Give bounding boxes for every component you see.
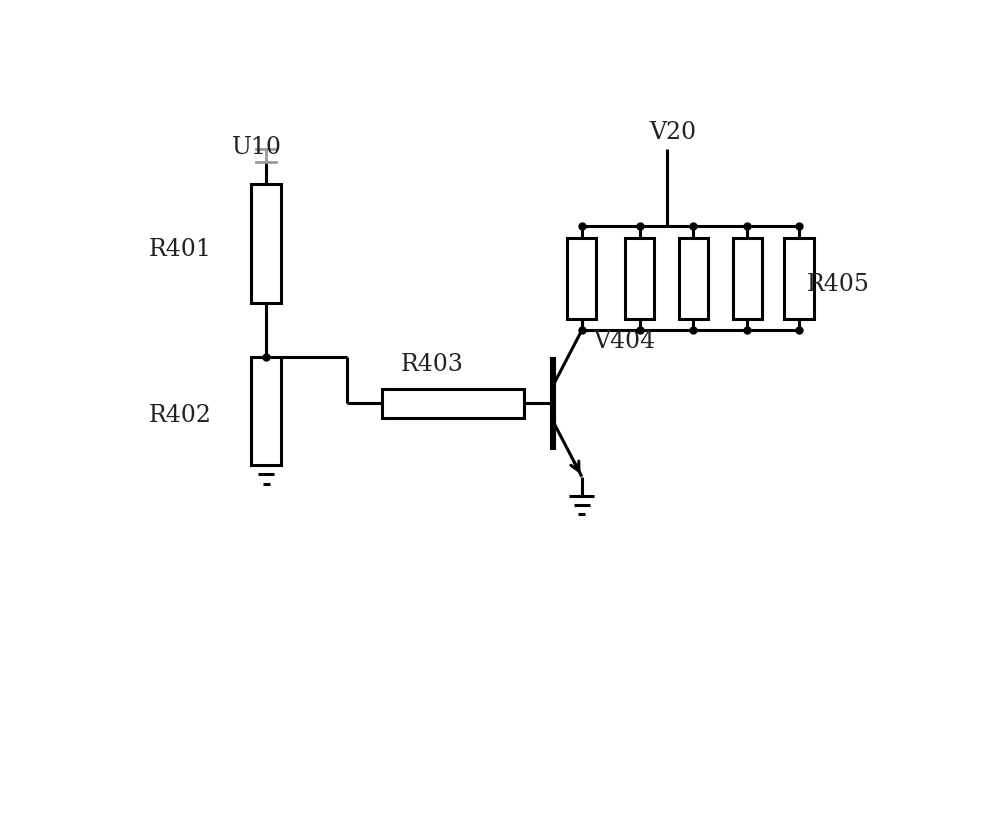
Text: R402: R402	[149, 404, 212, 427]
Bar	[679, 238, 708, 319]
Text: V20: V20	[650, 121, 697, 144]
Text: R405: R405	[807, 273, 870, 296]
Bar	[251, 184, 281, 303]
Bar	[567, 238, 596, 319]
Bar	[625, 238, 654, 319]
Text: V404: V404	[593, 330, 656, 353]
Text: U10: U10	[231, 136, 281, 159]
Bar	[733, 238, 762, 319]
Text: R403: R403	[401, 354, 464, 377]
Text: R401: R401	[149, 238, 212, 261]
Bar	[382, 389, 524, 418]
Bar	[251, 357, 281, 465]
Bar	[784, 238, 814, 319]
